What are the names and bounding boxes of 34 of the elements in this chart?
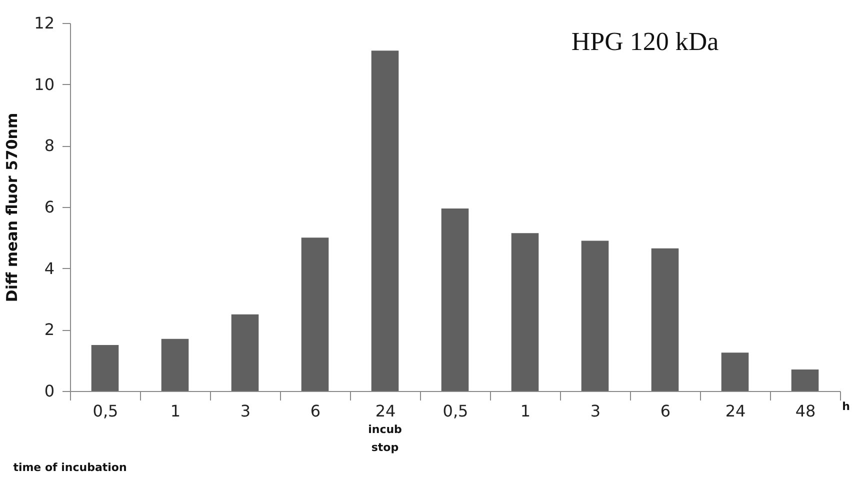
bar bbox=[441, 208, 469, 391]
y-tick-label: 8 bbox=[44, 136, 54, 156]
x-tick-label: 48 bbox=[795, 402, 816, 420]
x-tick-label: 3 bbox=[590, 402, 601, 420]
y-tick-label: 6 bbox=[44, 198, 54, 216]
x-tick-label: 0,5 bbox=[92, 402, 118, 420]
x-tick-label: 24 bbox=[375, 402, 396, 420]
x-tick-label: 0,5 bbox=[442, 402, 468, 420]
bar bbox=[371, 50, 399, 391]
x-tick-label: 24 bbox=[725, 402, 746, 420]
x-tick-label: 6 bbox=[310, 402, 321, 420]
y-tick-label: 0 bbox=[44, 382, 54, 400]
x-tick-label: 1 bbox=[170, 402, 181, 420]
x-tick-label: 6 bbox=[660, 402, 671, 420]
bar bbox=[161, 338, 189, 391]
bar bbox=[651, 248, 679, 391]
text: time of incubation bbox=[13, 461, 127, 474]
bar bbox=[581, 240, 609, 391]
bar bbox=[721, 352, 749, 391]
bar bbox=[301, 238, 329, 391]
bar bbox=[791, 370, 819, 391]
chart-title: HPG 120 kDa bbox=[571, 27, 720, 56]
y-tick-label: 12 bbox=[34, 14, 54, 32]
x-tick-label: 1 bbox=[520, 402, 531, 420]
bar bbox=[91, 345, 119, 391]
y-tick-label: 10 bbox=[34, 74, 54, 94]
y-tick-label: 4 bbox=[44, 258, 54, 278]
x-tick-label: 3 bbox=[240, 402, 251, 420]
y-axis-title: Diff mean fluor 570nm bbox=[3, 112, 22, 302]
text: incub stop bbox=[368, 423, 402, 454]
y-tick-label: 2 bbox=[44, 320, 54, 340]
text: h bbox=[842, 400, 850, 413]
bar bbox=[511, 233, 539, 391]
bar bbox=[231, 314, 259, 391]
